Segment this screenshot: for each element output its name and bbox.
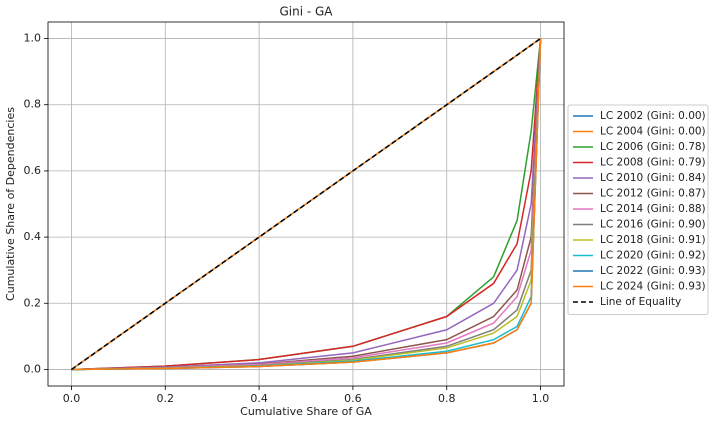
x-tick-label: 0.0 — [63, 392, 81, 405]
legend-label: LC 2018 (Gini: 0.91) — [600, 234, 706, 246]
y-axis-label: Cumulative Share of Dependencies — [4, 107, 17, 301]
legend-label: LC 2020 (Gini: 0.92) — [600, 250, 706, 262]
series-line — [71, 38, 542, 371]
y-tick-label: 1.0 — [24, 32, 42, 45]
x-tick-label: 0.2 — [157, 392, 175, 405]
legend-label: LC 2010 (Gini: 0.84) — [600, 172, 706, 184]
legend-label: Line of Equality — [600, 296, 681, 308]
legend-label: LC 2004 (Gini: 0.00) — [600, 126, 706, 138]
legend-label: LC 2006 (Gini: 0.78) — [600, 141, 706, 153]
y-tick-label: 0.8 — [24, 98, 42, 111]
x-tick-label: 0.6 — [344, 392, 362, 405]
legend-label: LC 2022 (Gini: 0.93) — [600, 265, 706, 277]
plot-frame — [47, 21, 565, 387]
x-tick-label: 1.0 — [532, 392, 550, 405]
x-axis-label: Cumulative Share of GA — [240, 405, 372, 418]
x-tick-label: 0.4 — [250, 392, 268, 405]
y-tick-label: 0.6 — [24, 164, 42, 177]
series-line — [71, 37, 541, 371]
legend-box — [567, 104, 709, 315]
series-line — [71, 38, 542, 371]
series-line — [71, 38, 542, 371]
x-tick-label: 0.8 — [438, 392, 456, 405]
y-tick-label: 0.2 — [24, 296, 42, 309]
legend-label: LC 2012 (Gini: 0.87) — [600, 188, 706, 200]
legend-label: LC 2014 (Gini: 0.88) — [600, 203, 706, 215]
series-line — [71, 37, 541, 371]
legend-label: LC 2002 (Gini: 0.00) — [600, 110, 706, 122]
legend-label: LC 2024 (Gini: 0.93) — [600, 281, 706, 293]
legend-label: LC 2008 (Gini: 0.79) — [600, 157, 706, 169]
y-tick-label: 0.4 — [24, 230, 42, 243]
legend-label: LC 2016 (Gini: 0.90) — [600, 219, 706, 231]
y-tick-label: 0.0 — [24, 362, 42, 375]
chart-title: Gini - GA — [279, 5, 333, 19]
